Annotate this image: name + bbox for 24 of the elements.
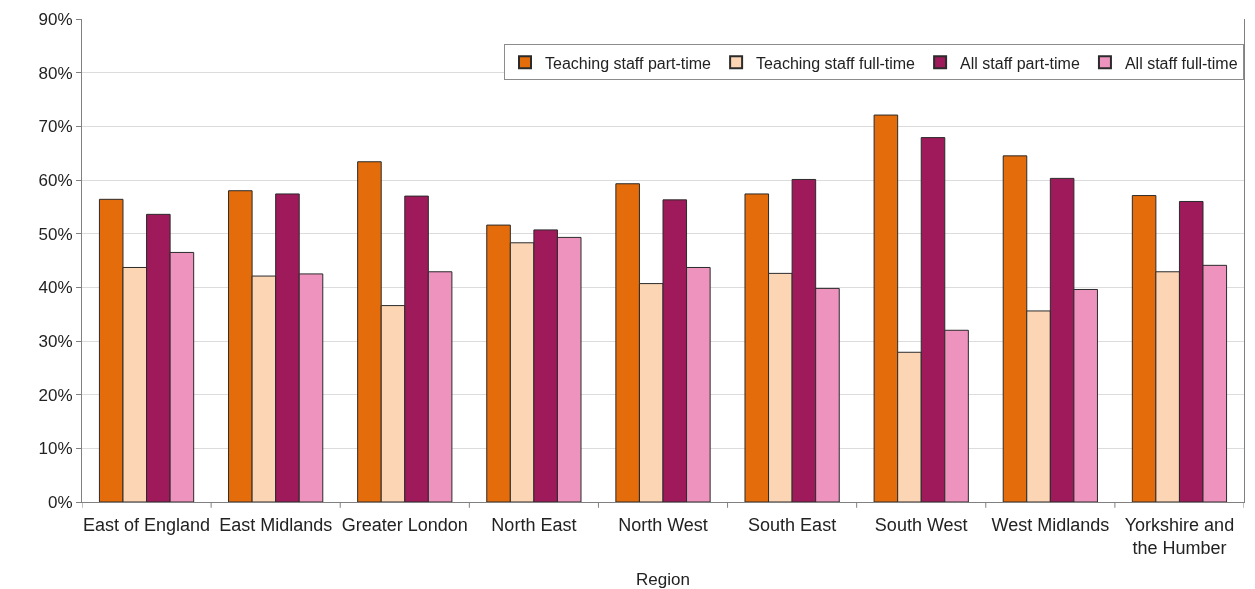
y-tick-label: 90% [38,9,73,29]
x-tick-label: North East [491,514,577,535]
y-tick-label: 60% [38,170,73,190]
x-tick-label: East of England [83,514,211,535]
x-axis-title: Region [636,570,690,589]
legend-label: All staff full-time [1124,54,1238,72]
y-tick-label: 20% [38,385,73,405]
legend-label: Teaching staff part-time [545,54,712,72]
x-tick-label: East Midlands [219,514,333,535]
x-tick-label: South West [874,514,968,535]
y-tick-label: 0% [48,492,73,512]
y-tick-label: 40% [38,278,73,298]
legend-label: Teaching staff full-time [756,54,916,72]
x-tick-label: South East [748,514,837,535]
y-tick-label: 30% [38,331,73,351]
y-tick-label: 10% [38,439,73,459]
x-tick-label: North West [618,514,708,535]
legend-label: All staff part-time [960,54,1080,72]
x-tick-label: Greater London [341,514,468,535]
y-tick-label: 50% [38,224,73,244]
y-tick-label: 70% [38,117,73,137]
y-tick-label: 80% [38,63,73,83]
x-tick-label: Yorkshire and the Humber [1124,514,1235,558]
x-tick-label: West Midlands [991,514,1110,535]
